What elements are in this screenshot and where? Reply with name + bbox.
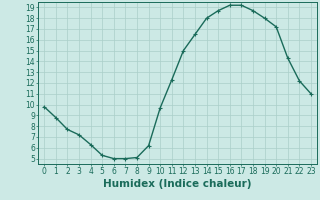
X-axis label: Humidex (Indice chaleur): Humidex (Indice chaleur) (103, 179, 252, 189)
